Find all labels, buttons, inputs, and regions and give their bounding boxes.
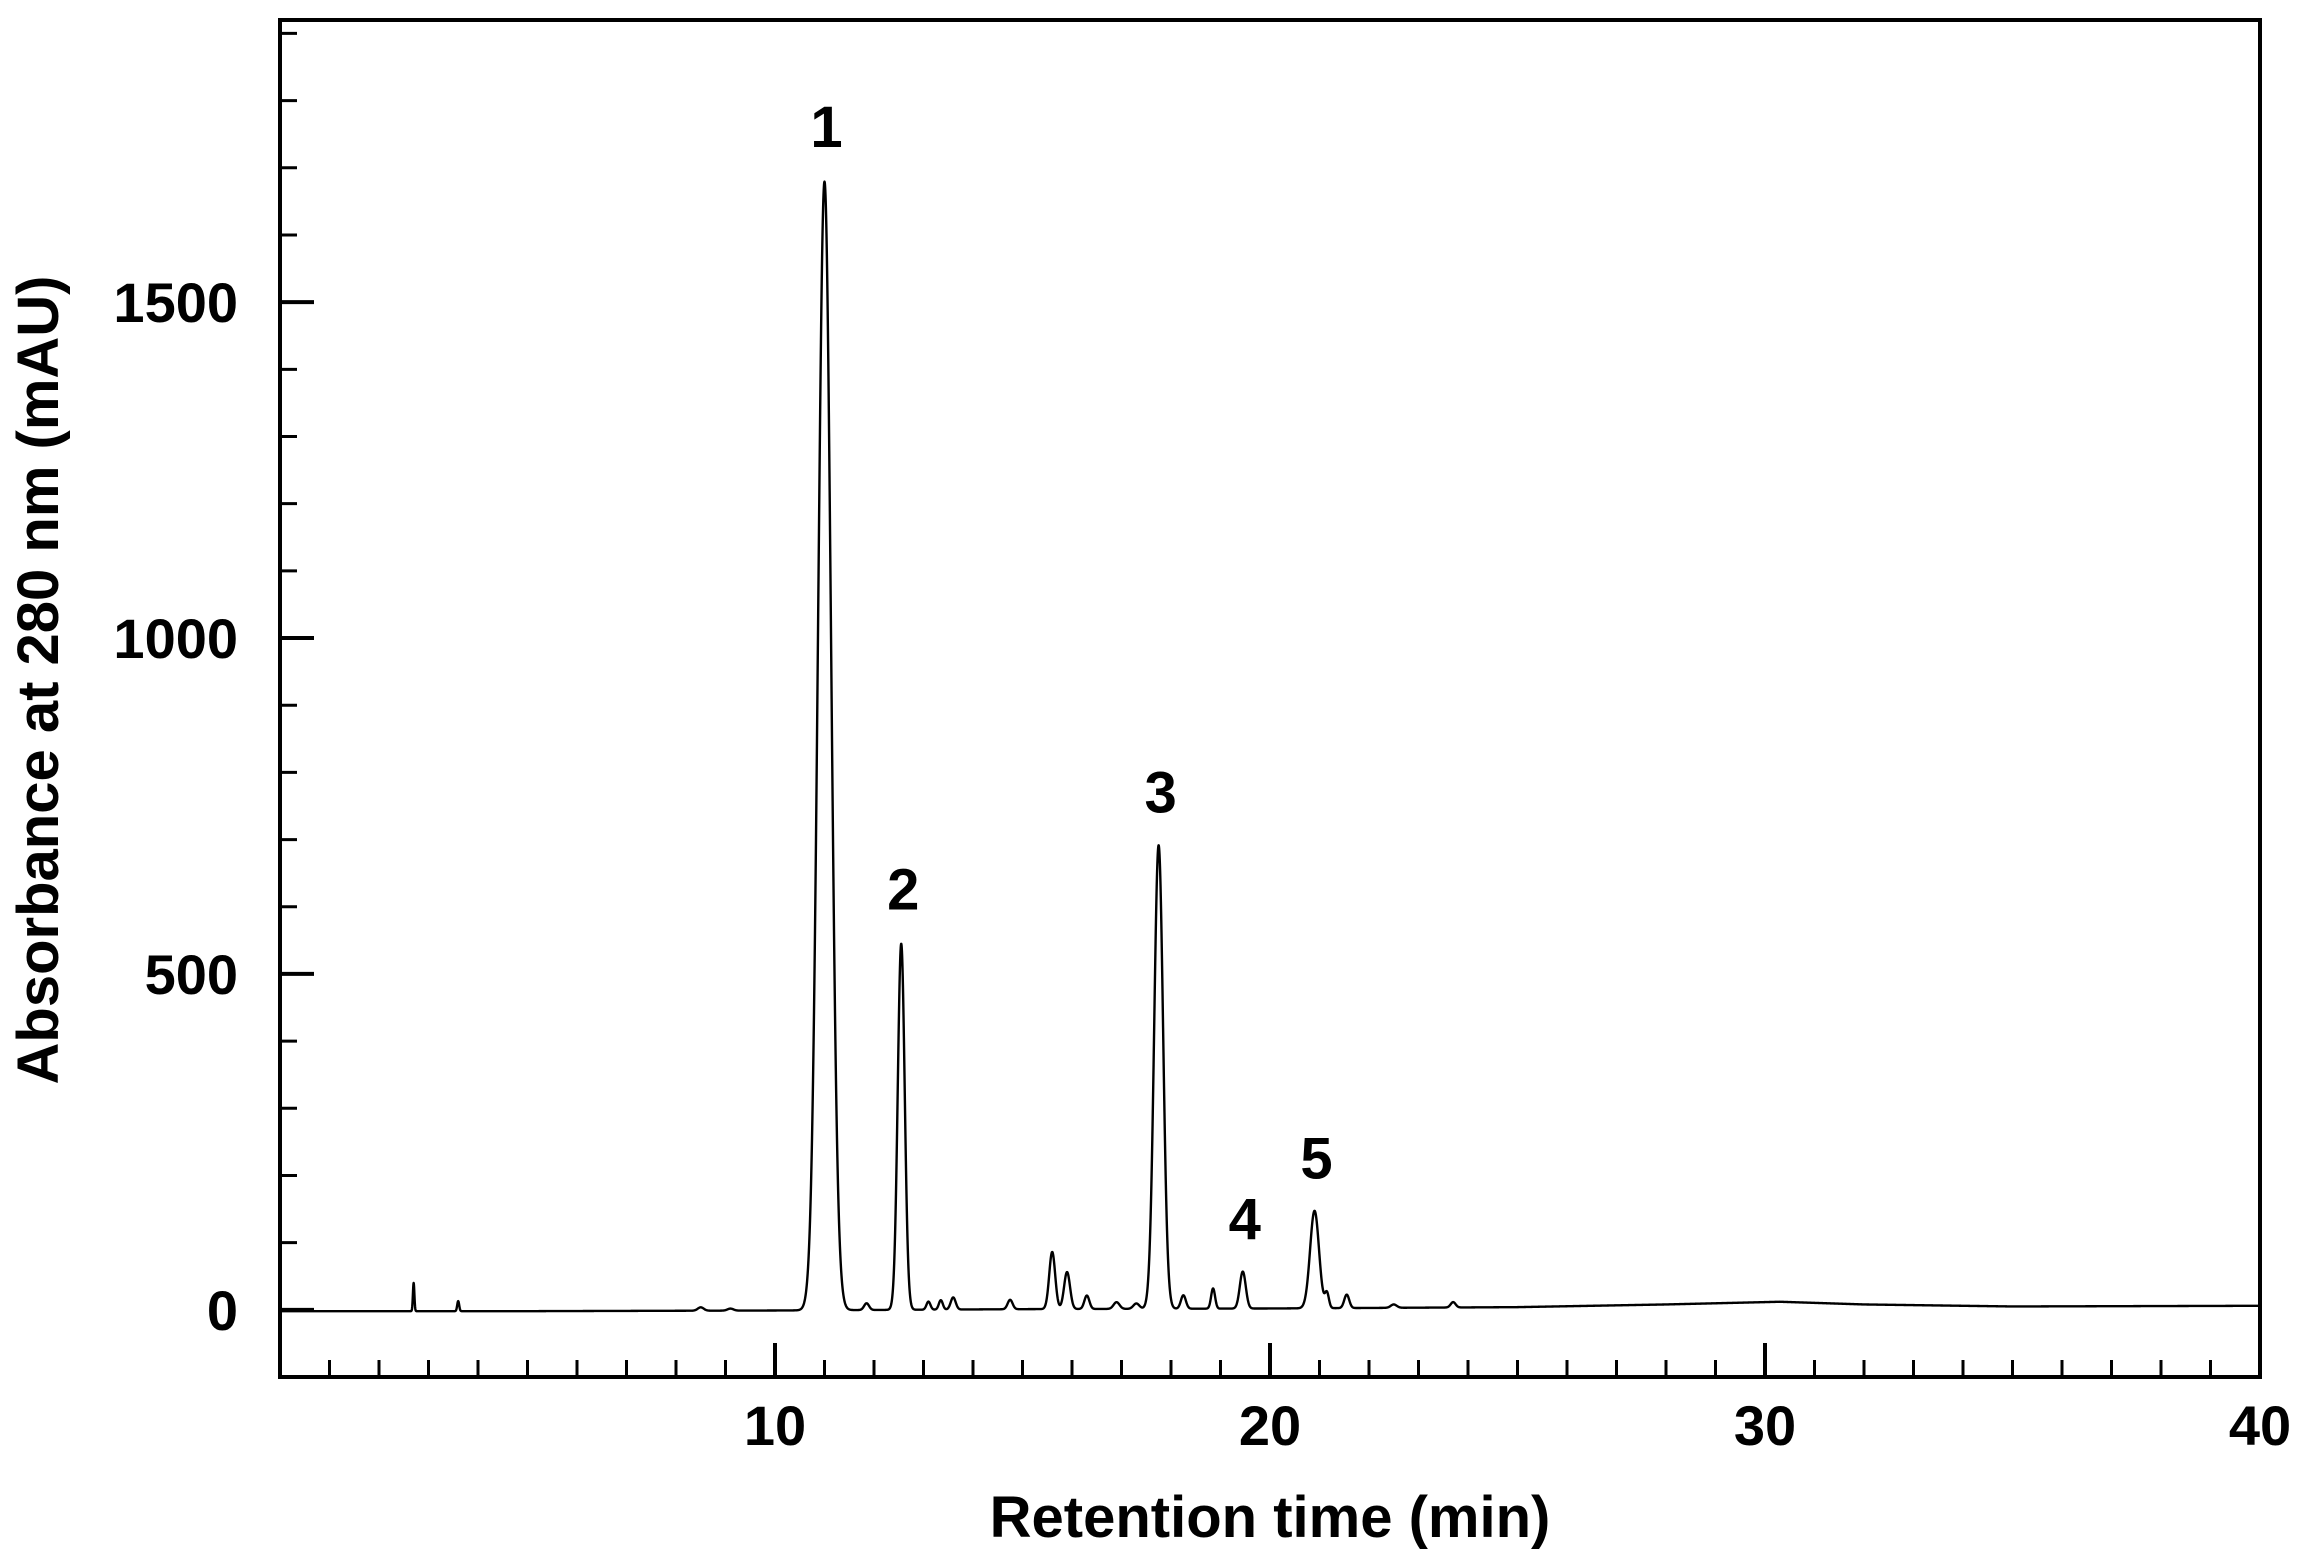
x-tick-label: 40 bbox=[2229, 1394, 2291, 1457]
peak-label-3: 3 bbox=[1144, 760, 1176, 825]
y-tick-label: 1500 bbox=[113, 271, 238, 334]
peak-label-2: 2 bbox=[887, 858, 919, 923]
ticks-layer bbox=[278, 31, 2262, 1377]
chromatogram-trace bbox=[279, 180, 2261, 1313]
labels-layer: 10 20 30 40 0 500 1000 1500 1 2 3 45 bbox=[113, 95, 2291, 1457]
x-axis-title: Retention time (min) bbox=[990, 1485, 1551, 1550]
peak-label-5: 5 bbox=[1300, 1126, 1332, 1191]
y-tick-label: 0 bbox=[207, 1279, 238, 1342]
x-tick-label: 30 bbox=[1734, 1394, 1796, 1457]
peak-label-1: 1 bbox=[810, 95, 842, 160]
y-axis-title: Absorbance at 280 nm (mAU) bbox=[6, 276, 71, 1085]
y-tick-label: 500 bbox=[145, 943, 238, 1006]
y-tick-label: 1000 bbox=[113, 607, 238, 670]
peak-label-4: 4 bbox=[1229, 1187, 1261, 1252]
trace-layer bbox=[279, 180, 2261, 1313]
x-tick-label: 20 bbox=[1239, 1394, 1301, 1457]
x-tick-label: 10 bbox=[744, 1394, 806, 1457]
plot-frame bbox=[278, 18, 2262, 1379]
